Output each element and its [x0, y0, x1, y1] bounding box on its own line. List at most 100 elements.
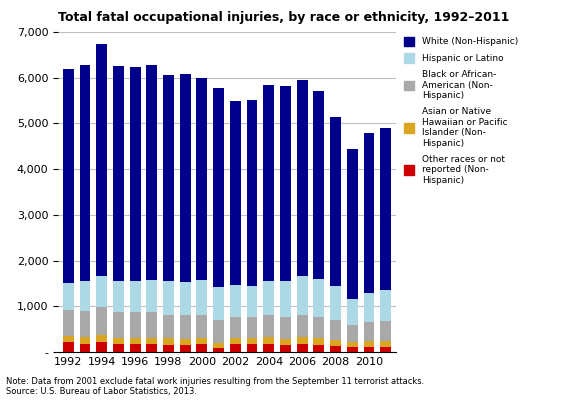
Bar [213, 320, 224, 343]
Text: Note: Data from 2001 exclude fatal work injuries resulting from the September 11: Note: Data from 2001 exclude fatal work … [6, 377, 424, 396]
Bar [96, 276, 107, 307]
Bar [163, 76, 174, 281]
Bar [113, 338, 124, 344]
Bar [380, 321, 391, 340]
Bar [297, 316, 308, 337]
Bar [380, 340, 391, 346]
Bar [180, 74, 191, 282]
Bar [364, 292, 374, 322]
Bar [180, 339, 191, 345]
Bar [380, 290, 391, 321]
Bar [130, 67, 140, 281]
Bar [130, 338, 140, 344]
Bar [163, 314, 174, 338]
Bar [163, 281, 174, 314]
Bar [247, 344, 257, 352]
Bar [163, 338, 174, 345]
Bar [330, 286, 341, 320]
Legend: White (Non-Hispanic), Hispanic or Latino, Black or African-
American (Non-
Hispa: White (Non-Hispanic), Hispanic or Latino… [404, 36, 518, 184]
Bar [80, 281, 90, 311]
Bar [347, 326, 358, 342]
Bar [130, 281, 140, 312]
Bar [130, 344, 140, 352]
Bar [263, 344, 274, 352]
Bar [63, 336, 74, 342]
Bar [314, 317, 324, 338]
Bar [80, 344, 90, 352]
Bar [213, 287, 224, 320]
Bar [146, 312, 157, 338]
Text: Total fatal occupational injuries, by race or ethnicity, 1992–2011: Total fatal occupational injuries, by ra… [58, 11, 510, 24]
Bar [80, 65, 90, 281]
Bar [197, 314, 207, 338]
Bar [280, 339, 291, 345]
Bar [330, 116, 341, 286]
Bar [180, 282, 191, 315]
Bar [247, 317, 257, 338]
Bar [364, 132, 374, 292]
Bar [280, 281, 291, 317]
Bar [280, 317, 291, 339]
Bar [347, 148, 358, 299]
Bar [347, 299, 358, 326]
Bar [197, 338, 207, 344]
Bar [380, 128, 391, 290]
Bar [247, 338, 257, 344]
Bar [63, 342, 74, 352]
Bar [96, 335, 107, 342]
Bar [63, 282, 74, 310]
Bar [297, 276, 308, 316]
Bar [364, 346, 374, 352]
Bar [96, 307, 107, 335]
Bar [230, 285, 241, 317]
Bar [213, 343, 224, 348]
Bar [347, 347, 358, 352]
Bar [80, 311, 90, 337]
Bar [113, 312, 124, 338]
Bar [280, 345, 291, 352]
Bar [213, 88, 224, 287]
Bar [146, 280, 157, 312]
Bar [180, 345, 191, 352]
Bar [247, 286, 257, 317]
Bar [197, 344, 207, 352]
Bar [297, 344, 308, 352]
Bar [347, 342, 358, 347]
Bar [230, 317, 241, 338]
Bar [263, 337, 274, 344]
Bar [280, 86, 291, 281]
Bar [297, 337, 308, 344]
Bar [163, 345, 174, 352]
Bar [314, 345, 324, 352]
Bar [146, 344, 157, 352]
Bar [230, 101, 241, 285]
Bar [314, 338, 324, 345]
Bar [80, 337, 90, 344]
Bar [197, 78, 207, 280]
Bar [63, 310, 74, 336]
Bar [230, 338, 241, 344]
Bar [263, 85, 274, 281]
Bar [314, 279, 324, 317]
Bar [113, 281, 124, 312]
Bar [197, 280, 207, 314]
Bar [380, 346, 391, 352]
Bar [263, 316, 274, 337]
Bar [180, 315, 191, 339]
Bar [314, 92, 324, 279]
Bar [96, 342, 107, 352]
Bar [263, 281, 274, 316]
Bar [330, 346, 341, 352]
Bar [113, 344, 124, 352]
Bar [213, 348, 224, 352]
Bar [330, 320, 341, 340]
Bar [63, 68, 74, 282]
Bar [297, 80, 308, 276]
Bar [230, 344, 241, 352]
Bar [130, 312, 140, 338]
Bar [330, 340, 341, 346]
Bar [247, 100, 257, 286]
Bar [146, 65, 157, 280]
Bar [364, 322, 374, 340]
Bar [113, 66, 124, 281]
